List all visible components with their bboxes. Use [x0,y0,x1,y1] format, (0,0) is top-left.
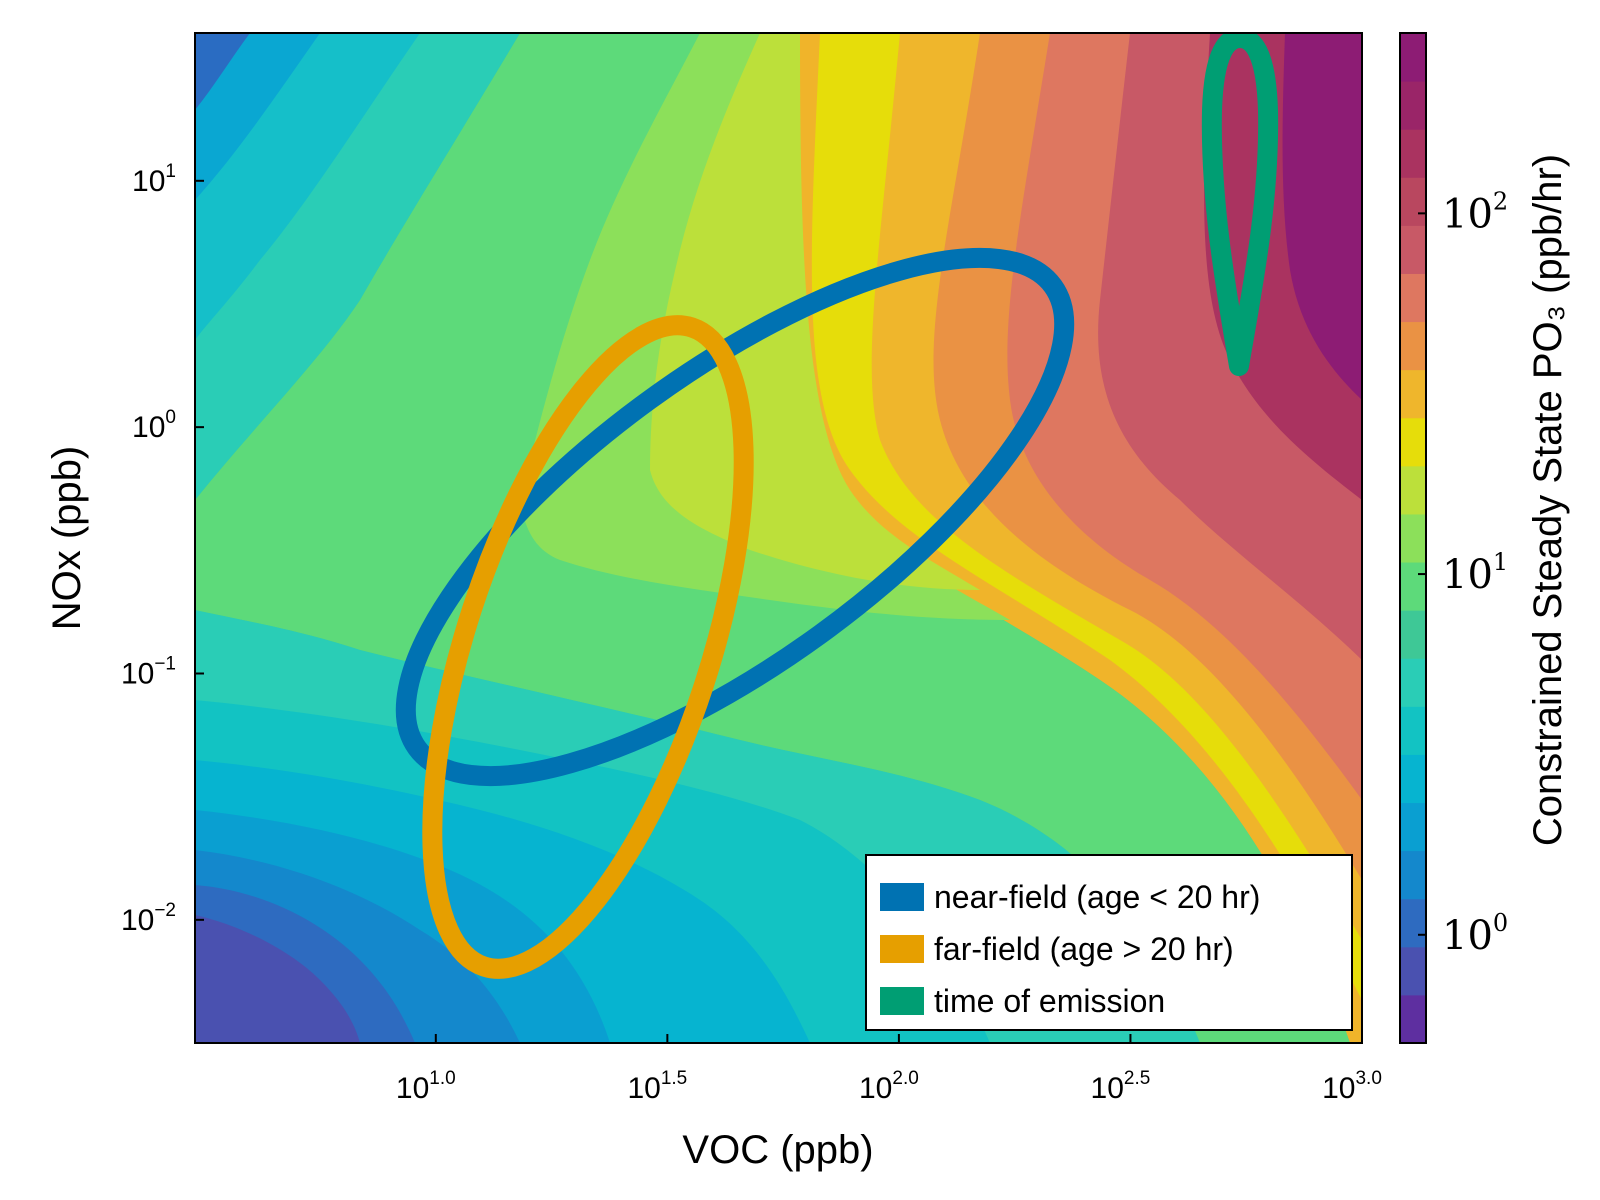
y-tick-label: 100 [132,407,176,444]
colorbar-band [1400,81,1426,130]
colorbar-band [1400,129,1426,178]
colorbar-band [1400,946,1426,996]
colorbar-tick-label: 102 [1442,187,1508,237]
x-tick-label: 101.5 [627,1068,687,1105]
colorbar-band [1400,33,1426,82]
legend-swatch [880,883,924,911]
contour-band [1282,33,1362,400]
legend-swatch [880,987,924,1015]
x-axis-title: VOC (ppb) [682,1128,873,1172]
colorbar-band [1400,610,1426,659]
colorbar-band [1400,994,1426,1044]
colorbar-band [1400,321,1426,371]
x-axis-ticks: 101.0 101.5 102.0 102.5 103.0 [396,1034,1382,1105]
ellipse-layer [395,33,1279,979]
far-field-ellipse [422,315,754,979]
colorbar-band [1400,225,1426,274]
x-tick-label: 103.0 [1322,1068,1382,1105]
y-tick-label: 10−2 [121,900,176,937]
colorbar-ticks: 102 101 100 [1418,187,1508,959]
x-tick-label: 102.0 [859,1068,919,1105]
colorbar-band [1400,754,1426,804]
colorbar-tick-label: 101 [1442,548,1508,598]
x-tick-label: 101.0 [396,1068,456,1105]
colorbar-band [1400,898,1426,948]
colorbar-band [1400,465,1426,515]
plot-frame [194,32,1363,1044]
time-of-emission-loop [1201,33,1279,376]
y-axis-title: NOx (ppb) [45,446,89,631]
colorbar-band [1400,369,1426,419]
contour-band [195,915,360,1043]
colorbar-bands [1400,33,1426,1044]
legend-label: near-field (age < 20 hr) [934,879,1260,915]
colorbar-band [1400,562,1426,611]
colorbar-band [1400,658,1426,707]
colorbar-band [1400,273,1426,323]
colorbar-band [1400,177,1426,226]
contour-band [195,33,320,200]
colorbar: 102 101 100 Constrained Steady State PO₃ (… [1399,32,1570,1044]
near-field-ellipse [395,247,1075,787]
colorbar-band [1400,706,1426,755]
y-axis-ticks: 101 100 10−1 10−2 [121,161,204,937]
colorbar-title: Constrained Steady State PO₃ (ppb/hr) [1526,154,1570,846]
colorbar-band [1400,802,1426,852]
colorbar-band [1400,417,1426,467]
y-tick-label: 101 [132,161,176,198]
legend-swatch [880,935,924,963]
colorbar-band [1400,850,1426,900]
legend-label: far-field (age > 20 hr) [934,931,1234,967]
colorbar-band [1400,513,1426,563]
contour-band [195,33,250,110]
x-tick-label: 102.5 [1091,1068,1151,1105]
legend-box [865,854,1353,1031]
colorbar-tick-label: 100 [1442,909,1508,959]
y-tick-label: 10−1 [121,653,176,690]
legend-label: time of emission [934,983,1165,1019]
legend: near-field (age < 20 hr) far-field (age >… [865,854,1353,1031]
contour-band [650,33,980,590]
colorbar-frame [1399,32,1427,1044]
